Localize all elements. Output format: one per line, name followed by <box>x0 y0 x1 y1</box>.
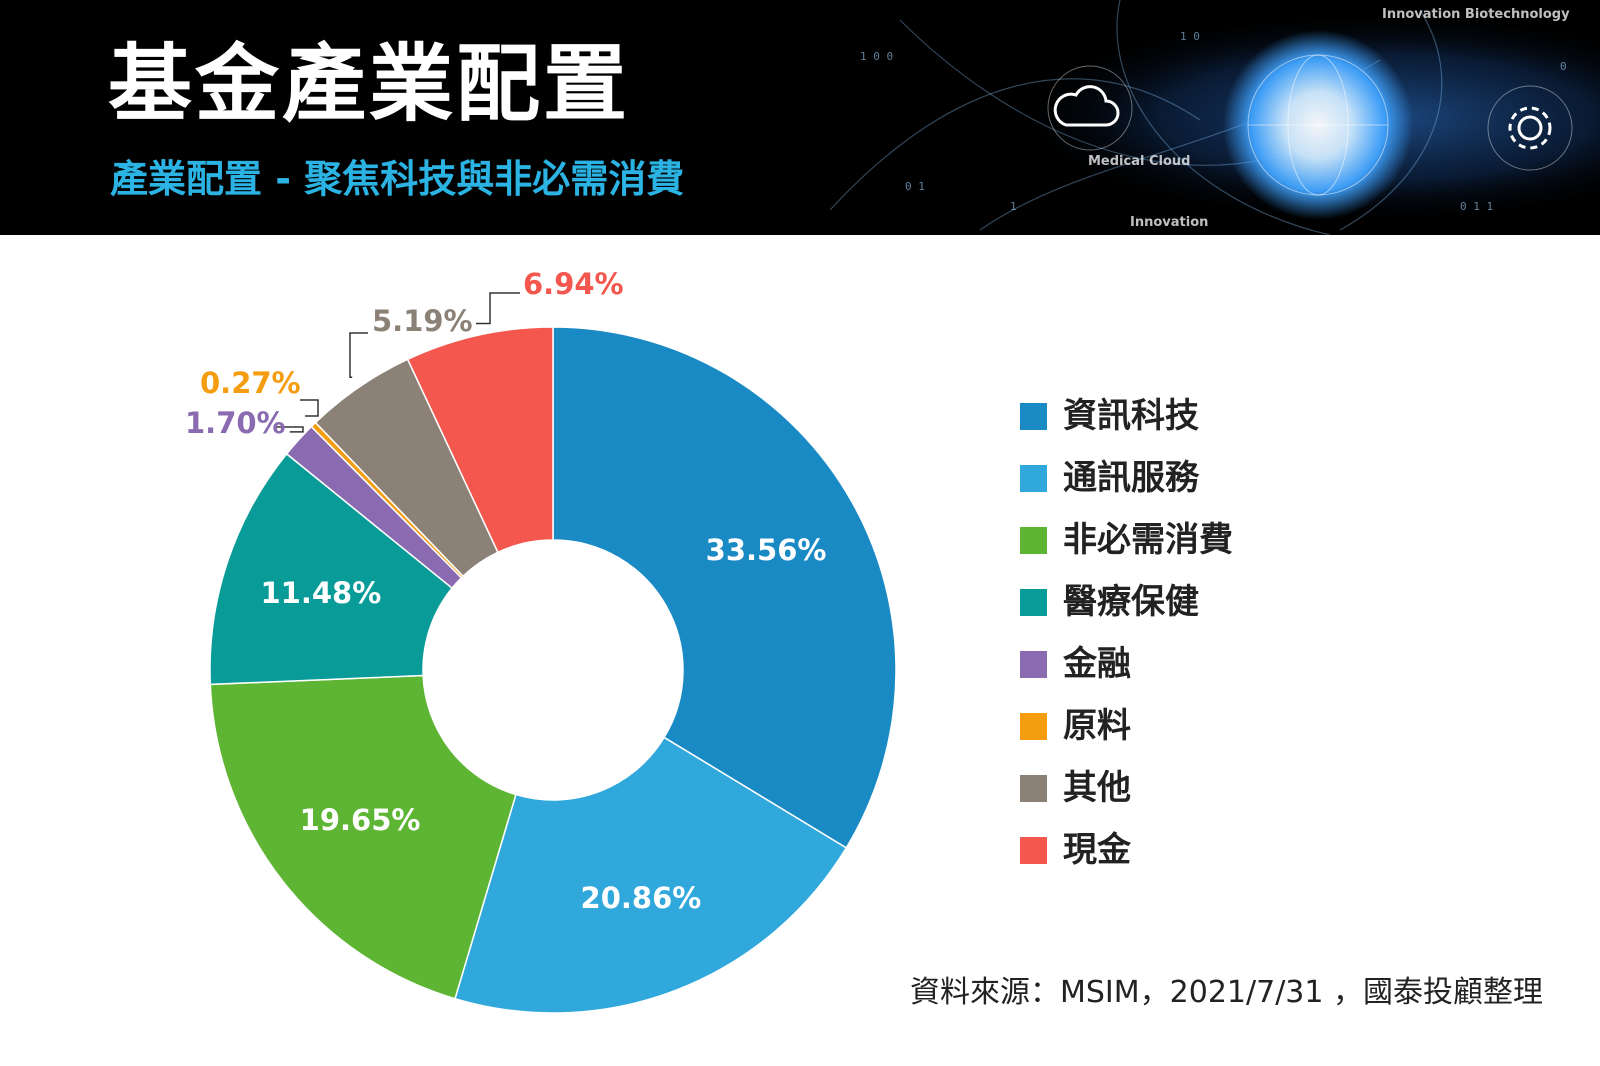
page-title: 基金產業配置 <box>108 35 631 133</box>
slice-label-原料: 0.27% <box>200 366 301 400</box>
svg-text:0: 0 <box>1560 60 1567 73</box>
legend-swatch <box>1020 402 1047 430</box>
slice-label-資訊科技: 33.56% <box>706 533 827 567</box>
biotech-globe-artwork: 1 0 0 0 1 1 0 0 1 1 1 0 <box>800 0 1600 235</box>
legend-item-資訊科技: 資訊科技 <box>1020 385 1233 447</box>
legend-item-非必需消費: 非必需消費 <box>1020 509 1233 571</box>
donut-slices <box>209 326 897 1014</box>
svg-text:1 0 0: 1 0 0 <box>860 50 893 63</box>
donut-chart: 33.56% 20.86% 19.65% 11.48% 1.70% 0.27% 5.19% 6… <box>185 267 897 1014</box>
legend-item-其他: 其他 <box>1020 757 1233 819</box>
art-label-innovation-biotech: Innovation Biotechnology <box>1382 7 1570 22</box>
legend-item-金融: 金融 <box>1020 633 1233 695</box>
slice-現金 <box>406 326 554 554</box>
svg-text:0 1 1: 0 1 1 <box>1460 200 1493 213</box>
legend-label: 金融 <box>1063 644 1131 684</box>
legend-label: 現金 <box>1063 830 1131 870</box>
gear-icon <box>1508 106 1552 150</box>
leader-line-其他 <box>349 332 368 378</box>
page-subtitle: 產業配置 - 聚焦科技與非必需消費 <box>110 157 685 201</box>
legend-swatch <box>1020 526 1047 554</box>
slice-label-醫療保健: 11.48% <box>261 576 382 610</box>
legend-swatch <box>1020 588 1047 616</box>
svg-text:0 1: 0 1 <box>905 180 925 193</box>
legend-swatch <box>1020 774 1047 802</box>
legend-label: 通訊服務 <box>1063 458 1199 498</box>
chart-legend: 資訊科技通訊服務非必需消費醫療保健金融原料其他現金 <box>1020 385 1233 881</box>
slice-label-現金: 6.94% <box>523 267 624 301</box>
legend-label: 非必需消費 <box>1063 520 1233 560</box>
slice-label-非必需消費: 19.65% <box>300 803 421 837</box>
legend-item-通訊服務: 通訊服務 <box>1020 447 1233 509</box>
header-banner: 1 0 0 0 1 1 0 0 1 1 1 0 Innovation Biotechn… <box>0 0 1600 235</box>
leader-line-金融 <box>275 426 304 433</box>
leader-line-原料 <box>300 399 319 417</box>
slice-label-其他: 5.19% <box>372 304 473 338</box>
legend-item-醫療保健: 醫療保健 <box>1020 571 1233 633</box>
legend-swatch <box>1020 836 1047 864</box>
svg-text:1: 1 <box>1010 200 1017 213</box>
slice-label-通訊服務: 20.86% <box>581 881 702 915</box>
slice-資訊科技 <box>552 326 897 849</box>
slice-非必需消費 <box>209 674 517 1000</box>
legend-label: 資訊科技 <box>1063 396 1199 436</box>
legend-label: 醫療保健 <box>1063 582 1199 622</box>
slice-labels: 33.56% 20.86% 19.65% 11.48% 1.70% 0.27% 5.19% 6… <box>185 267 826 915</box>
source-note: 資料來源：MSIM，2021/7/31 ，國泰投顧整理 <box>910 975 1544 1010</box>
slice-醫療保健 <box>209 452 454 686</box>
art-label-medical-cloud: Medical Cloud <box>1088 154 1191 169</box>
slice-通訊服務 <box>454 736 848 1014</box>
legend-item-現金: 現金 <box>1020 819 1233 881</box>
legend-swatch <box>1020 464 1047 492</box>
legend-label: 其他 <box>1063 768 1131 808</box>
legend-label: 原料 <box>1063 706 1131 746</box>
legend-swatch <box>1020 650 1047 678</box>
slice-label-金融: 1.70% <box>185 406 286 440</box>
cloud-icon <box>1053 85 1120 127</box>
legend-item-原料: 原料 <box>1020 695 1233 757</box>
svg-text:1 0: 1 0 <box>1180 30 1200 43</box>
art-label-innovation: Innovation <box>1130 215 1209 230</box>
legend-swatch <box>1020 712 1047 740</box>
leader-line-現金 <box>475 292 520 325</box>
